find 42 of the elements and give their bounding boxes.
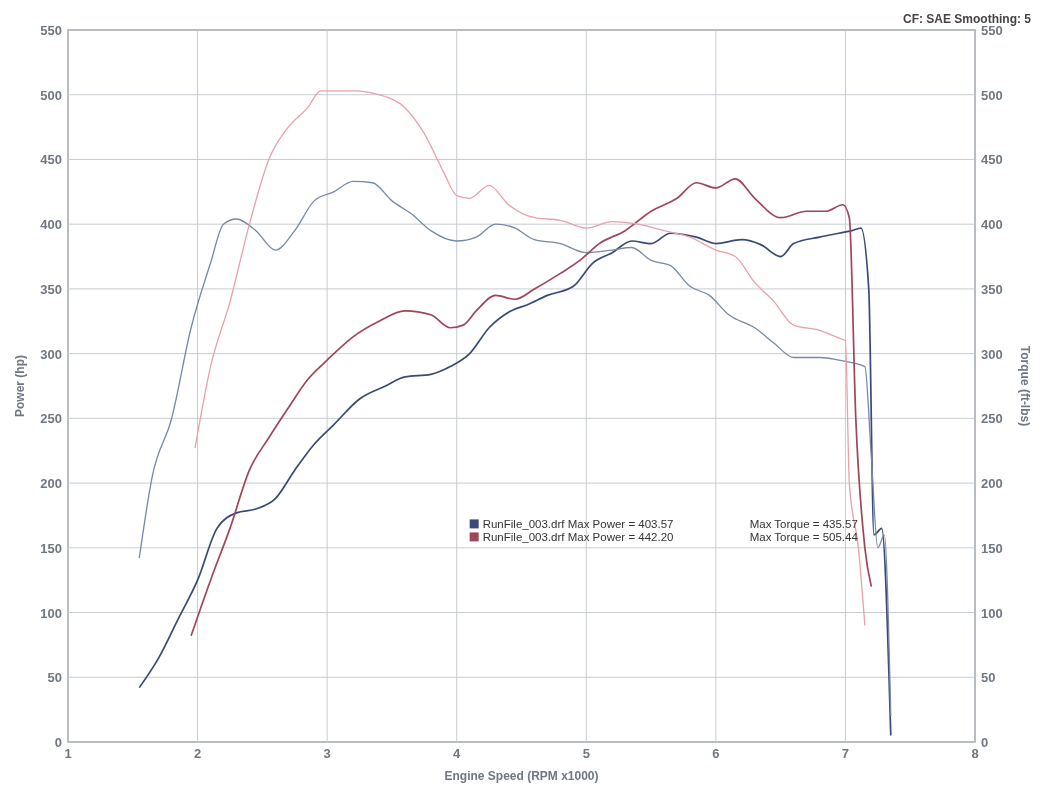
y2-tick-label: 200 [981, 476, 1003, 492]
x-tick-label: 4 [453, 746, 462, 761]
x-tick-label: 5 [582, 746, 590, 761]
y-tick-label: 50 [47, 670, 62, 686]
legend-label: RunFile_003.drf Max Power = 442.20 [482, 531, 674, 544]
y2-axis-title: Torque (ft-lbs) [1018, 345, 1032, 427]
y2-tick-label: 350 [981, 281, 1003, 297]
y-tick-label: 100 [40, 605, 62, 621]
y-tick-label: 200 [40, 476, 62, 492]
y2-tick-label: 100 [981, 605, 1003, 621]
y2-tick-label: 50 [981, 670, 996, 686]
y2-tick-label: 250 [981, 411, 1003, 427]
y-tick-label: 150 [40, 540, 62, 556]
y-tick-label: 0 [54, 735, 62, 750]
x-tick-label: 7 [841, 746, 850, 761]
y-tick-label: 500 [40, 87, 62, 103]
annotation: Max Torque = 505.44 [749, 531, 859, 544]
line-series [194, 90, 866, 627]
y-tick-label: 250 [40, 411, 62, 427]
y-tick-label: 350 [40, 281, 62, 297]
line-series [190, 178, 873, 637]
x-axis-title: Engine Speed (RPM x1000) [444, 769, 599, 783]
y2-tick-label: 0 [981, 735, 989, 750]
x-tick-label: 6 [712, 746, 720, 761]
x-tick-label: 8 [971, 746, 979, 761]
y-tick-label: 400 [40, 217, 62, 233]
y2-tick-label: 400 [981, 217, 1003, 233]
y2-tick-label: 450 [981, 152, 1003, 168]
y-axis-title: Power (hp) [13, 355, 27, 417]
y-tick-label: 300 [40, 346, 62, 362]
legend-label: RunFile_003.drf Max Power = 403.57 [482, 518, 674, 531]
y2-tick-label: 500 [981, 87, 1003, 103]
y2-tick-label: 300 [981, 346, 1003, 362]
x-tick-label: 3 [323, 746, 331, 761]
y-tick-label: 450 [40, 152, 62, 168]
annotation: Max Torque = 435.57 [749, 518, 858, 531]
text: CF: SAE Smoothing: 5 [903, 12, 1032, 26]
y2-tick-label: 550 [981, 23, 1003, 38]
x-tick-label: 2 [193, 746, 202, 761]
x-tick-label: 1 [64, 746, 72, 761]
y2-tick-label: 150 [981, 540, 1003, 556]
y-tick-label: 550 [40, 23, 62, 38]
